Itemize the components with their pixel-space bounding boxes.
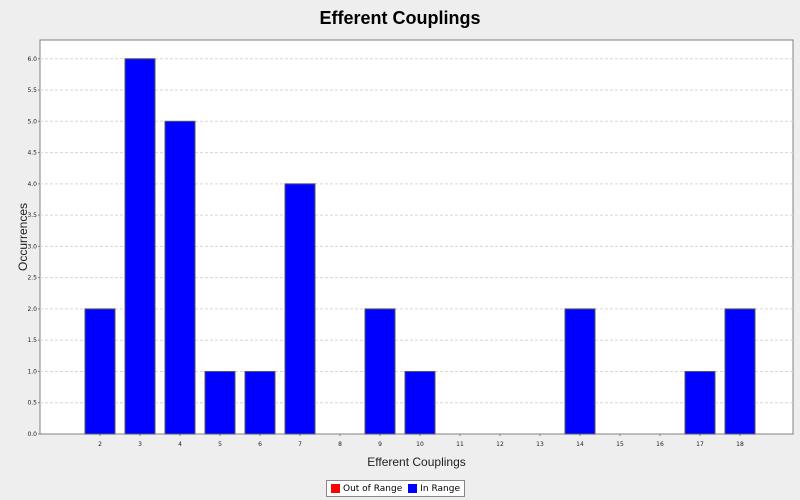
legend-entry-out-of-range: Out of Range xyxy=(331,484,402,494)
x-tick-label: 11 xyxy=(456,441,464,448)
y-tick-label: 2.0 xyxy=(27,306,37,313)
y-tick-label: 5.0 xyxy=(27,118,37,125)
bar-7 xyxy=(284,183,316,435)
legend-label-in-range: In Range xyxy=(420,483,460,494)
legend-entry-in-range: In Range xyxy=(408,484,460,494)
bar-14 xyxy=(564,308,596,435)
x-tick-label: 10 xyxy=(416,441,424,448)
bar-9 xyxy=(364,308,396,435)
y-tick-label: 6.0 xyxy=(27,56,37,63)
y-tick-label: 4.5 xyxy=(27,150,37,157)
y-axis-ticks: 0.0 0.5 1.0 1.5 2.0 2.5 3.0 3.5 4.0 4.5 5.0 5.5 6.0 xyxy=(27,56,40,438)
y-tick-label: 2.5 xyxy=(27,275,37,282)
bar-2 xyxy=(84,308,116,435)
legend-label-out-of-range: Out of Range xyxy=(343,483,403,494)
y-tick-label: 0.0 xyxy=(27,431,37,438)
y-tick-label: 3.5 xyxy=(27,212,37,219)
x-axis-label: Efferent Couplings xyxy=(367,455,466,469)
x-tick-label: 7 xyxy=(298,441,302,448)
y-tick-label: 3.0 xyxy=(27,243,37,250)
x-tick-label: 6 xyxy=(258,441,262,448)
bar-4 xyxy=(164,120,196,435)
x-tick-label: 2 xyxy=(98,441,102,448)
y-tick-label: 1.0 xyxy=(27,368,37,375)
bar-10 xyxy=(404,370,436,435)
bar-3 xyxy=(124,58,156,435)
x-tick-label: 13 xyxy=(536,441,544,448)
y-tick-label: 0.5 xyxy=(27,400,37,407)
x-tick-label: 18 xyxy=(736,441,744,448)
x-tick-label: 9 xyxy=(378,441,382,448)
x-tick-label: 12 xyxy=(496,441,504,448)
bar-6 xyxy=(244,370,276,435)
y-tick-label: 1.5 xyxy=(27,337,37,344)
legend-swatch-red xyxy=(331,484,340,493)
y-tick-label: 4.0 xyxy=(27,181,37,188)
x-tick-label: 17 xyxy=(696,441,704,448)
x-tick-label: 3 xyxy=(138,441,142,448)
x-tick-label: 4 xyxy=(178,441,182,448)
x-tick-label: 8 xyxy=(338,441,342,448)
y-axis-label: Occurrences xyxy=(16,203,30,271)
x-tick-label: 14 xyxy=(576,441,584,448)
bar-17 xyxy=(684,370,716,435)
x-tick-label: 15 xyxy=(616,441,624,448)
bar-5 xyxy=(204,370,236,435)
chart-title: Efferent Couplings xyxy=(319,8,481,28)
legend-swatch-blue xyxy=(408,484,418,493)
x-tick-label: 5 xyxy=(218,441,222,448)
bar-18 xyxy=(724,308,756,435)
x-tick-label: 16 xyxy=(656,441,664,448)
y-tick-label: 5.5 xyxy=(27,87,37,94)
legend: Out of Range In Range xyxy=(326,480,465,497)
bars xyxy=(84,58,756,435)
x-axis-ticks: 2 3 4 5 6 7 8 9 10 11 12 13 14 15 16 17 18 xyxy=(98,434,744,448)
